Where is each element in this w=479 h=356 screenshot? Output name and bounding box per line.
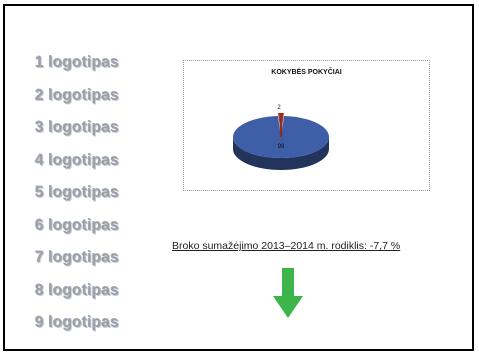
defect-reduction-caption: Broko sumažėjimo 2013–2014 m. rodiklis: …	[172, 240, 401, 252]
logo-item-3: 3 logotipas	[35, 119, 120, 136]
logo-item-2: 2 logotipas	[35, 86, 120, 104]
quality-chart: KOKYBĖS POKYČIAI 98 2	[183, 60, 430, 191]
logo-item-1: 1 logotipas	[35, 54, 120, 71]
logo-item-5: 5 logotipas	[35, 184, 120, 201]
logo-item-9: 9 logotipas	[35, 314, 120, 331]
pie-label-1: 2	[277, 105, 281, 111]
slide: 1 logotipas 2 logotipas 3 logotipas 4 lo…	[3, 4, 474, 351]
logo-item-6: 6 logotipas	[35, 216, 120, 234]
pie-slice-0	[233, 116, 329, 158]
logo-item-4: 4 logotipas	[35, 151, 120, 169]
pie-side	[233, 137, 329, 170]
logo-item-7: 7 logotipas	[35, 249, 120, 266]
chart-title: KOKYBĖS POKYČIAI	[271, 69, 342, 76]
pie-slice-1-edge	[279, 113, 283, 137]
pie-label-0: 98	[278, 144, 285, 150]
logo-item-8: 8 logotipas	[35, 281, 120, 299]
logo-list: 1 logotipas 2 logotipas 3 logotipas 4 lo…	[35, 54, 119, 347]
down-arrow-icon	[273, 268, 303, 318]
pie-chart: 98 2	[233, 105, 329, 170]
